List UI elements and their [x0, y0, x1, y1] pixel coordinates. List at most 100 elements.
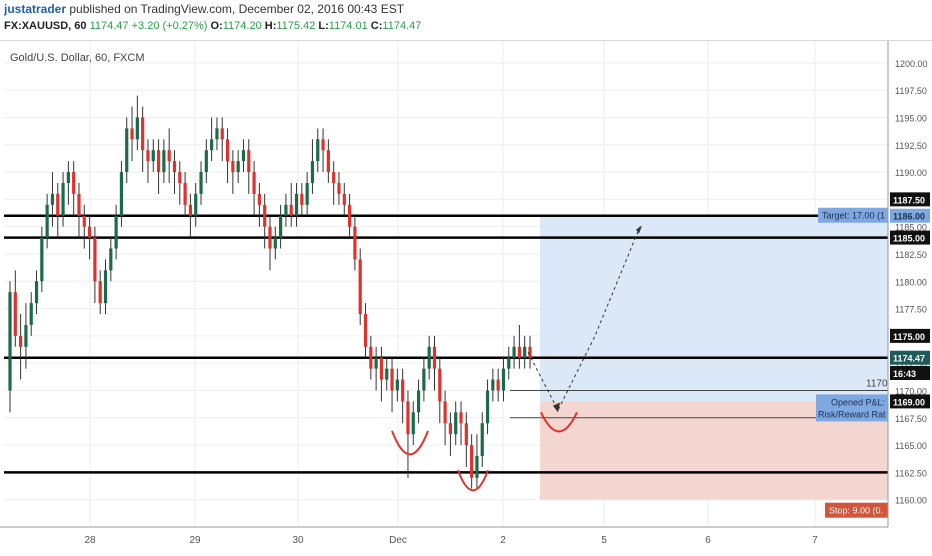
stop-label-box[interactable]: Stop: 9.00 (0.	[825, 502, 888, 518]
chart-area[interactable]: 1170 Target: 17.00 (1 Stop: 9.00 (0. Opened…	[0, 40, 932, 551]
candle-body	[167, 150, 171, 162]
candle	[300, 182, 304, 216]
time-axis[interactable]: 28 29 30 Dec 2 5 6 7	[0, 526, 888, 546]
price-badge[interactable]: 1169.00	[890, 394, 930, 409]
candle	[87, 215, 92, 260]
candle	[475, 434, 479, 489]
candle	[119, 161, 124, 227]
candle-body	[77, 193, 81, 216]
price-badge[interactable]: 1175.00	[890, 328, 930, 343]
bottom-curve-middle[interactable]	[457, 469, 489, 492]
horizontal-levels[interactable]	[4, 214, 888, 474]
candle-body	[45, 204, 49, 238]
candle-body	[422, 368, 426, 391]
candle-body	[363, 314, 368, 347]
candle-body	[279, 215, 283, 238]
candle	[178, 161, 182, 205]
candle	[406, 390, 410, 478]
target-label-box[interactable]: Target: 17.00 (1	[818, 207, 888, 223]
candle-body	[109, 248, 113, 271]
candle	[454, 401, 458, 446]
candle	[284, 193, 288, 227]
price-chart[interactable]: 1170 Target: 17.00 (1 Stop: 9.00 (0. Opened…	[0, 41, 932, 551]
candle-body	[443, 401, 447, 424]
candle-body	[225, 139, 230, 162]
candle-body	[199, 172, 203, 194]
candle-body	[342, 193, 346, 205]
bottom-curve-left[interactable]	[391, 430, 429, 456]
price-badge[interactable]: 1185.00	[890, 230, 930, 245]
candle-body	[353, 226, 357, 260]
candle-body	[141, 117, 145, 151]
chart-header: justatrader published on TradingView.com…	[0, 0, 932, 40]
symbol-label[interactable]: FX:XAUUSD, 60	[4, 20, 87, 32]
candle-body	[416, 390, 421, 413]
candle-body	[411, 412, 415, 435]
time-tick-label: Dec	[389, 535, 407, 546]
candle-body	[114, 215, 118, 249]
candle-body	[8, 292, 12, 391]
candle-body	[401, 379, 405, 402]
candle	[363, 303, 368, 358]
candle-body	[390, 368, 394, 391]
candle	[470, 434, 474, 489]
price-badge-bg	[890, 230, 930, 245]
projection-arrow-head-icon	[636, 225, 642, 234]
candle-body	[491, 379, 495, 391]
annotations[interactable]: 1170 Target: 17.00 (1 Stop: 9.00 (0. Opened…	[391, 207, 888, 518]
price-tick-label: 1170.00	[895, 386, 927, 396]
candle	[151, 139, 155, 173]
price-badge-bg	[890, 350, 930, 365]
candle	[257, 182, 261, 227]
candle	[305, 172, 309, 216]
candle-body	[162, 150, 166, 173]
candle	[252, 161, 256, 216]
high-label: H:	[264, 20, 277, 32]
bottom-curve-projection[interactable]	[540, 411, 578, 433]
price-tick-label: 1167.50	[895, 414, 927, 424]
price-badge-label: 1185.00	[893, 234, 925, 244]
candle	[374, 346, 378, 391]
candle	[61, 172, 65, 227]
candle-body	[156, 150, 161, 173]
price-badge[interactable]: 1174.47	[890, 350, 930, 365]
price-badge-bg	[890, 366, 930, 381]
candle-body	[395, 379, 399, 391]
published-text: published on TradingView.com, December 0…	[69, 2, 405, 16]
candle	[273, 226, 277, 260]
candle	[427, 335, 431, 380]
price-badge-bg	[890, 192, 930, 207]
open-label: O:	[210, 20, 223, 32]
candle	[416, 379, 421, 424]
author-link[interactable]: justatrader	[4, 2, 67, 16]
candle	[146, 139, 150, 183]
price-tick-label: 1190.00	[895, 168, 927, 178]
candle-body	[385, 368, 389, 380]
candle	[66, 161, 70, 205]
candle	[220, 117, 224, 162]
candle-body	[82, 215, 86, 227]
pnl-label-box[interactable]: Opened P&L: Risk/Reward Rat	[816, 394, 888, 422]
candle-body	[135, 117, 139, 140]
price-axis[interactable]: 1160.001162.501165.001167.501170.001172.…	[887, 41, 932, 551]
candle-body	[13, 292, 17, 336]
level-1170-label: 1170	[866, 378, 888, 389]
pnl-label: Opened P&L:	[831, 397, 885, 407]
projection-arrow-path[interactable]	[527, 226, 641, 412]
candle-body	[130, 128, 134, 140]
candle	[438, 357, 442, 424]
price-tick-label: 1162.50	[895, 468, 927, 478]
candle	[485, 379, 490, 435]
price-badge[interactable]: 1186.00	[890, 208, 930, 223]
open-value: 1174.20	[222, 20, 262, 32]
price-badge[interactable]: 16:43	[890, 366, 930, 381]
candle-body	[512, 346, 516, 358]
candle-body	[24, 324, 28, 347]
candle	[501, 357, 506, 402]
candle-body	[188, 204, 193, 216]
pnl-label-bg	[816, 394, 888, 422]
price-badge[interactable]: 1187.50	[890, 192, 930, 207]
candle	[210, 117, 214, 162]
target-zone[interactable]	[540, 215, 888, 402]
price-tick-label: 1180.00	[895, 277, 927, 287]
